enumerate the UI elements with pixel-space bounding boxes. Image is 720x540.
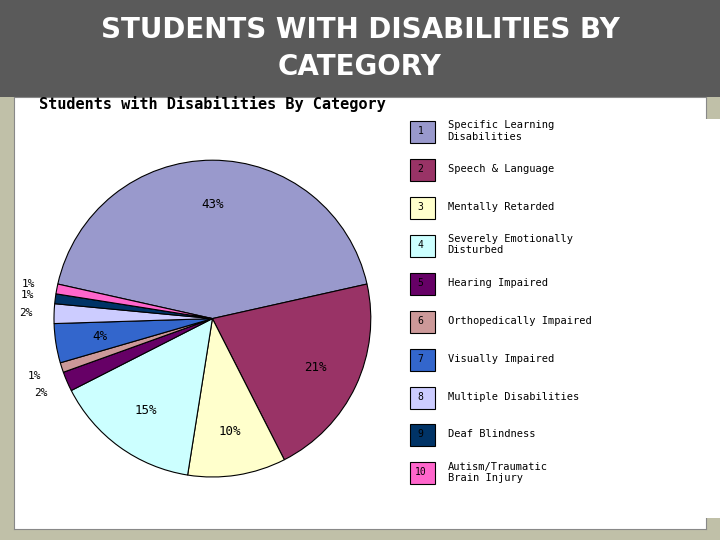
Text: 43%: 43%	[201, 198, 224, 211]
Wedge shape	[54, 319, 212, 363]
Text: Multiple Disabilities: Multiple Disabilities	[448, 392, 579, 402]
Text: 3: 3	[418, 202, 423, 212]
Text: 1%: 1%	[22, 279, 35, 288]
Text: 1%: 1%	[28, 372, 41, 381]
Text: Hearing Impaired: Hearing Impaired	[448, 278, 547, 288]
Text: Mentally Retarded: Mentally Retarded	[448, 202, 554, 212]
Text: 8: 8	[418, 392, 423, 402]
Text: 2%: 2%	[34, 388, 48, 398]
Wedge shape	[63, 319, 212, 390]
FancyBboxPatch shape	[410, 235, 435, 256]
Text: 2: 2	[418, 164, 423, 174]
FancyBboxPatch shape	[410, 349, 435, 370]
Text: Visually Impaired: Visually Impaired	[448, 354, 554, 363]
Text: Deaf Blindness: Deaf Blindness	[448, 429, 535, 440]
FancyBboxPatch shape	[410, 424, 435, 447]
Wedge shape	[60, 319, 212, 372]
Text: 5: 5	[418, 278, 423, 288]
Text: Speech & Language: Speech & Language	[448, 164, 554, 174]
Text: 1: 1	[418, 126, 423, 136]
Text: 9: 9	[418, 429, 423, 440]
Wedge shape	[212, 284, 371, 460]
FancyBboxPatch shape	[410, 273, 435, 295]
Text: Severely Emotionally
Disturbed: Severely Emotionally Disturbed	[448, 234, 572, 255]
Text: 4%: 4%	[92, 330, 107, 343]
Text: 21%: 21%	[305, 361, 327, 374]
Text: 1%: 1%	[20, 290, 34, 300]
Text: 7: 7	[418, 354, 423, 363]
Text: STUDENTS WITH DISABILITIES BY
CATEGORY: STUDENTS WITH DISABILITIES BY CATEGORY	[101, 16, 619, 81]
Title: Students with Disabilities By Category: Students with Disabilities By Category	[39, 97, 386, 112]
Text: Specific Learning
Disabilities: Specific Learning Disabilities	[448, 120, 554, 141]
Wedge shape	[54, 303, 212, 323]
Text: 10: 10	[415, 468, 426, 477]
Text: 10%: 10%	[219, 425, 241, 438]
FancyBboxPatch shape	[410, 387, 435, 409]
Text: 2%: 2%	[19, 308, 32, 318]
Text: 15%: 15%	[134, 404, 157, 417]
FancyBboxPatch shape	[410, 159, 435, 181]
Text: 6: 6	[418, 315, 423, 326]
Wedge shape	[55, 294, 212, 319]
FancyBboxPatch shape	[410, 310, 435, 333]
Wedge shape	[71, 319, 212, 475]
Text: Autism/Traumatic
Brain Injury: Autism/Traumatic Brain Injury	[448, 462, 547, 483]
FancyBboxPatch shape	[410, 197, 435, 219]
Text: 4: 4	[418, 240, 423, 249]
FancyBboxPatch shape	[410, 121, 435, 143]
Wedge shape	[58, 160, 367, 319]
FancyBboxPatch shape	[410, 462, 435, 484]
Text: Orthopedically Impaired: Orthopedically Impaired	[448, 315, 591, 326]
Wedge shape	[188, 319, 284, 477]
Wedge shape	[56, 284, 212, 319]
